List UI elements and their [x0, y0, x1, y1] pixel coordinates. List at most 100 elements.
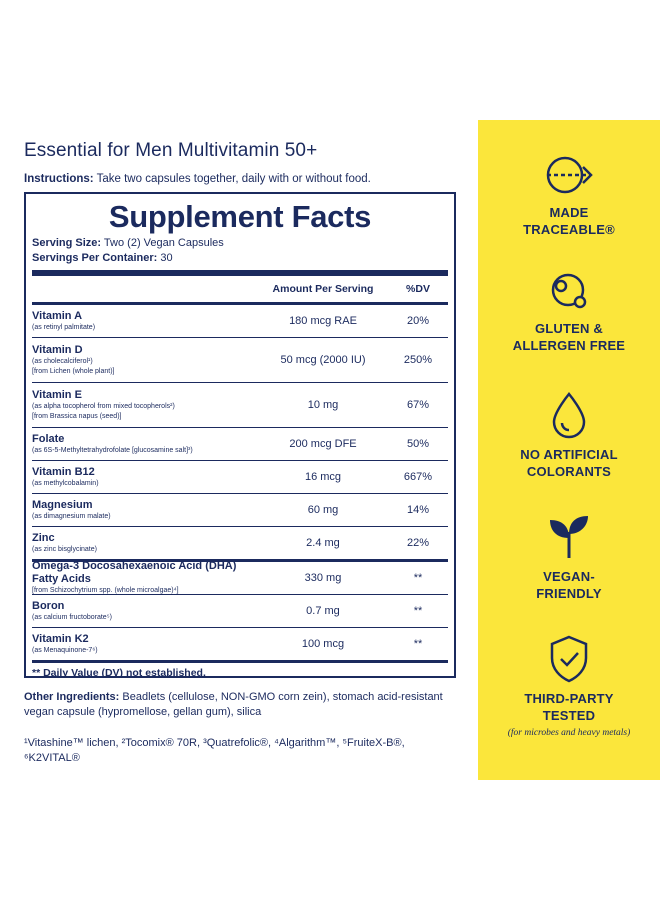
gluten-free-icon [551, 273, 587, 309]
nutrient-source: (as retinyl palmitate) [32, 323, 96, 331]
nutrient-dv: 67% [406, 399, 430, 411]
nutrient-dv: 20% [406, 315, 430, 327]
other-ingredients-text: Beadlets (cellulose, NON-GMO corn zein),… [24, 691, 443, 718]
badge-vegan-line2: FRIENDLY [536, 586, 602, 601]
nutrient-name: Zinc [32, 531, 55, 544]
instructions: Instructions: Take two capsules together… [24, 173, 371, 185]
claims-sidebar: MADE TRACEABLE® GLUTEN & ALLERGEN FREE NO … [478, 120, 660, 780]
nutrient-source: (as alpha tocopherol from mixed tocopher… [32, 402, 175, 410]
nutrient-name-cell: Omega-3 Docosahexaenoic Acid (DHA) Fatty… [32, 557, 258, 599]
nutrient-source: (as zinc bisglycinate) [32, 545, 97, 553]
nutrient-name-cell: Vitamin A (as retinyl palmitate) [32, 307, 258, 336]
row-divider [32, 559, 448, 562]
badge-gluten-line1: GLUTEN & [534, 321, 604, 336]
nutrient-dv: 50% [406, 438, 430, 450]
badge-tested-note: (for microbes and heavy metals) [507, 728, 631, 738]
nutrient-name-cell: Zinc (as zinc bisglycinate) [32, 529, 258, 558]
badge-traceable-line2: TRACEABLE® [523, 222, 615, 237]
nutrient-name-cell: Vitamin D (as cholecalciferol¹) [from Lich… [32, 341, 258, 380]
sprout-icon [550, 516, 588, 558]
nutrient-dv: 22% [406, 537, 430, 549]
facts-header-row: Amount Per Serving %DV [32, 276, 448, 302]
nutrient-amount: 10 mg [307, 399, 339, 411]
nutrient-name-cell: Folate (as 6S-5-Methyltetrahydrofolate [g… [32, 430, 258, 459]
servings-value: 30 [157, 252, 173, 264]
badge-traceable-line1: MADE [549, 205, 589, 220]
badge-tested-line2: TESTED [542, 708, 596, 723]
nutrient-source: [from Schizochytrium spp. (whole microal… [32, 587, 179, 594]
row-divider [32, 460, 448, 461]
nutrient-row: Vitamin K2 (as Menaquinone-7⁶) 100 mcg ** [32, 628, 448, 660]
nutrient-row: Omega-3 Docosahexaenoic Acid (DHA) Fatty… [32, 560, 448, 594]
servings-label: Servings Per Container: [32, 252, 158, 264]
nutrient-source: [from Lichen (whole plant)] [32, 367, 115, 375]
nutrient-source: [from Brassica napus (seed)] [32, 412, 122, 420]
nutrient-name: Vitamin B12 [32, 465, 95, 478]
nutrient-rows: Vitamin A (as retinyl palmitate) 180 mcg R… [32, 305, 448, 663]
nutrient-source: (as methylcobalamin) [32, 479, 99, 487]
nutrient-name: Vitamin D [32, 343, 83, 356]
header-divider [32, 302, 448, 305]
badge-gluten: GLUTEN & ALLERGEN FREE [478, 268, 660, 354]
row-divider [32, 526, 448, 527]
nutrient-row: Zinc (as zinc bisglycinate) 2.4 mg 22% [32, 527, 448, 559]
nutrient-source: (as cholecalciferol¹) [32, 357, 93, 365]
nutrient-amount: 60 mg [307, 504, 339, 516]
dv-note: ** Daily Value (DV) not established. [32, 667, 206, 679]
nutrient-dv: ** [413, 638, 423, 650]
nutrient-name: Vitamin E [32, 388, 82, 401]
nutrient-name-cell: Boron (as calcium fructoborate⁵) [32, 597, 258, 626]
badge-colorants: NO ARTIFICIAL COLORANTS [478, 390, 660, 480]
droplet-icon [552, 392, 586, 439]
amount-column-header: Amount Per Serving [272, 283, 374, 295]
other-ingredients-label: Other Ingredients: [24, 691, 120, 703]
supplement-facts-panel: Supplement Facts Serving Size: Two (2) V… [24, 192, 456, 679]
instructions-label: Instructions: [24, 173, 94, 185]
footnotes: ¹Vitashine™ lichen, ²Tocomix® 70R, ³Quat… [24, 737, 405, 764]
nutrient-source: (as calcium fructoborate⁵) [32, 613, 112, 621]
nutrient-name: Vitamin A [32, 309, 83, 322]
servings-per-container: Servings Per Container: 30 [32, 251, 448, 266]
nutrient-amount: 330 mg [304, 572, 342, 584]
badge-colorants-line1: NO ARTIFICIAL [520, 447, 618, 462]
serving-size-label: Serving Size: [32, 237, 102, 249]
nutrient-row: Folate (as 6S-5-Methyltetrahydrofolate [g… [32, 428, 448, 460]
badge-tested: THIRD-PARTY TESTED (for microbes and heav… [478, 634, 660, 738]
row-divider [32, 493, 448, 494]
row-divider [32, 382, 448, 383]
badge-vegan: VEGAN- FRIENDLY [478, 512, 660, 602]
supplement-facts-title: Supplement Facts [108, 199, 372, 234]
nutrient-row: Magnesium (as dimagnesium malate) 60 mg 14% [32, 494, 448, 526]
nutrient-name-cell: Magnesium (as dimagnesium malate) [32, 496, 258, 525]
nutrient-dv: ** [413, 605, 423, 617]
nutrient-dv: 667% [403, 471, 433, 483]
badge-vegan-line1: VEGAN- [543, 569, 595, 584]
row-divider [32, 337, 448, 338]
serving-size: Serving Size: Two (2) Vegan Capsules [32, 236, 448, 251]
row-divider [32, 627, 448, 628]
nutrient-name: Magnesium [32, 498, 93, 511]
nutrient-row: Vitamin B12 (as methylcobalamin) 16 mcg 667… [32, 461, 448, 493]
nutrient-source: (as 6S-5-Methyltetrahydrofolate [glucosa… [32, 446, 193, 454]
nutrient-name: Vitamin K2 [32, 632, 89, 645]
nutrient-amount: 16 mcg [304, 471, 342, 483]
row-divider [32, 594, 448, 595]
nutrient-source: (as Menaquinone-7⁶) [32, 646, 98, 654]
nutrient-amount: 0.7 mg [306, 605, 340, 617]
nutrient-name-cell: Vitamin B12 (as methylcobalamin) [32, 463, 258, 492]
nutrient-name: Folate [32, 432, 65, 445]
nutrient-amount: 200 mcg DFE [289, 438, 357, 450]
other-ingredients: Other Ingredients: Beadlets (cellulose, … [24, 690, 454, 720]
nutrient-dv: ** [413, 572, 423, 584]
instructions-text: Take two capsules together, daily with o… [93, 173, 371, 185]
badge-traceable: MADE TRACEABLE® [478, 152, 660, 238]
row-divider [32, 427, 448, 428]
nutrient-amount: 180 mcg RAE [289, 315, 357, 327]
badge-tested-line1: THIRD-PARTY [524, 691, 614, 706]
nutrient-amount: 2.4 mg [306, 537, 340, 549]
nutrient-name-cell: Vitamin E (as alpha tocopherol from mixed… [32, 386, 258, 425]
nutrient-row: Boron (as calcium fructoborate⁵) 0.7 mg ** [32, 595, 448, 627]
serving-size-value: Two (2) Vegan Capsules [101, 237, 224, 249]
nutrient-source: (as dimagnesium malate) [32, 512, 111, 520]
badge-colorants-line2: COLORANTS [526, 464, 612, 479]
